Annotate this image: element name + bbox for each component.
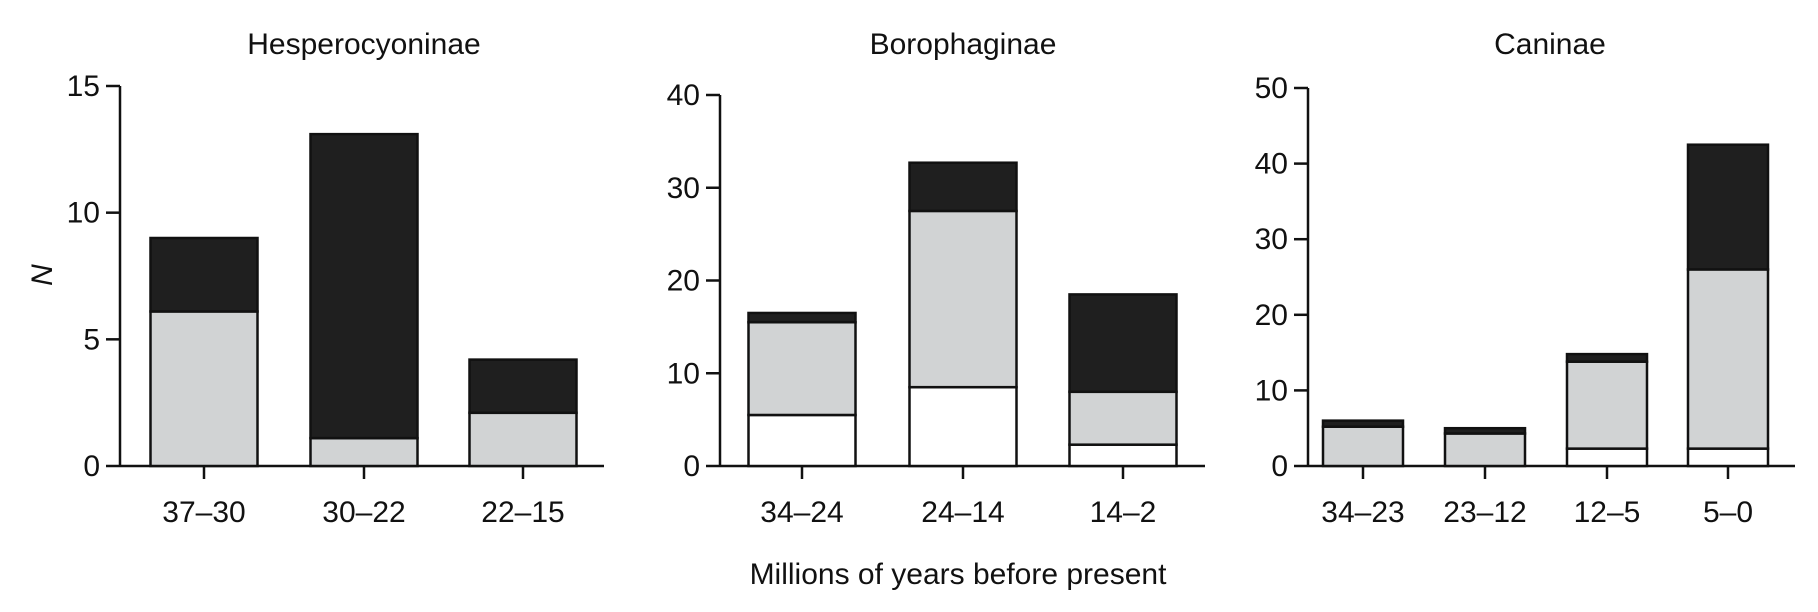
x-tick-label: 14–2	[1090, 496, 1157, 529]
x-tick-label: 24–14	[921, 496, 1004, 529]
bar-segment-gray	[1068, 390, 1178, 446]
bar-segment-gray	[309, 436, 419, 468]
y-tick-label: 10	[1255, 374, 1288, 407]
panel-title: Caninae	[1494, 28, 1606, 61]
panel-title: Hesperocyoninae	[247, 28, 480, 61]
bar-segment-dark	[309, 132, 419, 440]
x-tick-label: 34–24	[760, 496, 843, 529]
bar-segment-dark	[149, 236, 259, 313]
x-tick-label: 34–23	[1321, 496, 1404, 529]
bar-segment-gray	[468, 411, 578, 468]
y-tick-label: 10	[667, 357, 700, 390]
bar-segment-white	[747, 413, 857, 468]
y-tick-label: 10	[67, 197, 100, 230]
y-tick-label: 40	[1255, 148, 1288, 181]
bar-segment-gray	[1565, 360, 1649, 450]
bar-segment-dark	[747, 311, 857, 324]
x-tick-label: 12–5	[1574, 496, 1641, 529]
y-tick-label: 20	[667, 265, 700, 298]
bar-segment-dark	[1321, 419, 1405, 428]
bar-segment-white	[1068, 443, 1178, 468]
y-tick-label: 0	[683, 450, 700, 483]
bar-segment-gray	[908, 209, 1018, 389]
y-tick-label: 15	[67, 70, 100, 103]
bar-segment-gray	[747, 320, 857, 417]
y-tick-label: 30	[1255, 223, 1288, 256]
y-tick-label: 5	[83, 323, 100, 356]
bar-segment-dark	[1565, 352, 1649, 363]
x-tick-label: 5–0	[1703, 496, 1753, 529]
bar-segment-dark	[1443, 426, 1527, 435]
bar-segment-white	[1686, 447, 1770, 468]
y-tick-label: 40	[667, 79, 700, 112]
x-tick-label: 23–12	[1443, 496, 1526, 529]
x-tick-label: 37–30	[162, 496, 245, 529]
bar-segment-dark	[1068, 293, 1178, 394]
bar-segment-gray	[1686, 268, 1770, 450]
y-tick-label: 0	[1271, 450, 1288, 483]
bar-segment-dark	[908, 161, 1018, 213]
y-tick-label: 20	[1255, 299, 1288, 332]
x-tick-label: 22–15	[481, 496, 564, 529]
y-tick-label: 30	[667, 172, 700, 205]
bar-segment-white	[1565, 447, 1649, 468]
y-tick-label: 0	[83, 450, 100, 483]
x-axis-title: Millions of years before present	[750, 558, 1168, 591]
y-tick-label: 50	[1255, 72, 1288, 105]
bar-segment-dark	[1686, 143, 1770, 271]
bar-segment-dark	[468, 358, 578, 415]
bar-segment-gray	[149, 310, 259, 468]
bar-segment-white	[908, 385, 1018, 468]
x-tick-label: 30–22	[322, 496, 405, 529]
bar-segment-gray	[1321, 425, 1405, 468]
bar-segment-gray	[1443, 432, 1527, 468]
panel-title: Borophaginae	[870, 28, 1057, 61]
y-axis-title: N	[26, 264, 59, 286]
